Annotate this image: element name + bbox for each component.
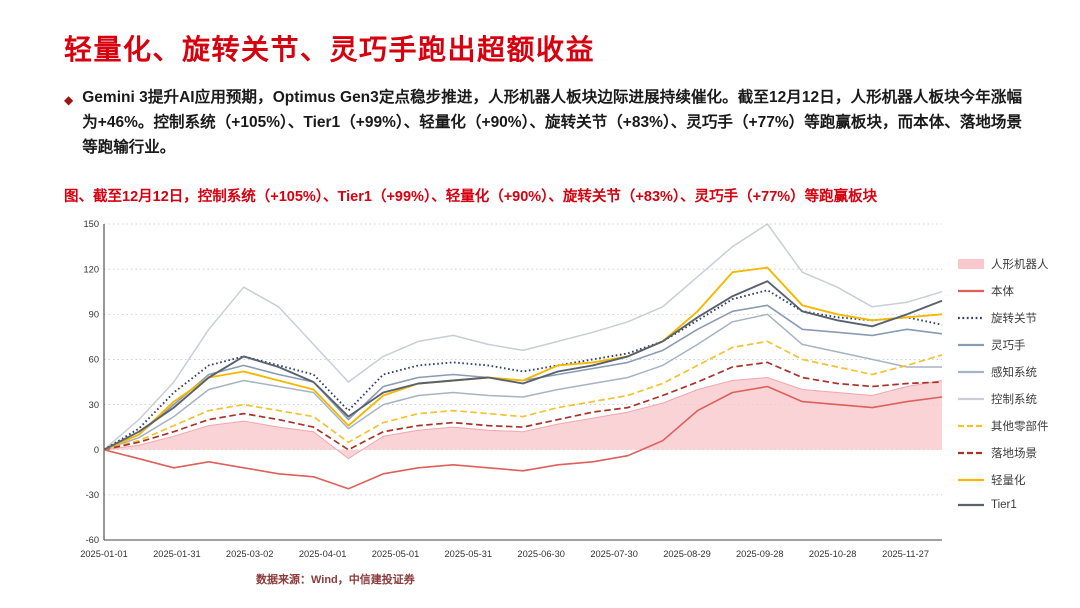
- legend-item-本体: 本体: [958, 283, 1080, 299]
- legend-item-人形机器人: 人形机器人: [958, 256, 1080, 272]
- svg-text:2025-01-31: 2025-01-31: [153, 549, 201, 559]
- line-chart: -60 -30 0 30 60 90 120 150 2025-01-01 2025-01-31 2…: [64, 214, 948, 571]
- legend-label: 感知系统: [991, 366, 1037, 379]
- legend-label: Tier1: [991, 498, 1017, 511]
- legend-area-swatch-icon: [958, 258, 984, 269]
- legend-label: 轻量化: [991, 474, 1026, 487]
- legend-line-swatch-icon: [958, 397, 984, 400]
- chart-area: -60 -30 0 30 60 90 120 150 2025-01-01 2025-01-31 2…: [64, 214, 1048, 571]
- page-title: 轻量化、旋转关节、灵巧手跑出超额收益: [64, 34, 596, 65]
- summary-bullet: ◆ Gemini 3提升AI应用预期，Optimus Gen3定点稳步推进，人形…: [64, 86, 1022, 160]
- legend-item-其他零部件: 其他零部件: [958, 418, 1080, 434]
- svg-text:90: 90: [89, 309, 99, 319]
- legend-label: 控制系统: [991, 393, 1037, 406]
- svg-text:2025-11-27: 2025-11-27: [882, 549, 929, 559]
- svg-text:-60: -60: [86, 535, 99, 545]
- svg-text:60: 60: [89, 354, 99, 364]
- data-source: 数据来源：Wind，中信建投证券: [256, 573, 415, 586]
- legend-label: 本体: [991, 285, 1014, 298]
- svg-text:2025-03-02: 2025-03-02: [226, 549, 274, 559]
- legend-line-swatch-icon: [958, 370, 984, 373]
- legend-line-swatch-icon: [958, 478, 984, 481]
- svg-text:2025-05-01: 2025-05-01: [372, 549, 420, 559]
- legend-label: 落地场景: [991, 447, 1037, 460]
- legend-item-轻量化: 轻量化: [958, 472, 1080, 488]
- svg-text:2025-08-29: 2025-08-29: [663, 549, 711, 559]
- legend-line-swatch-icon: [958, 451, 984, 454]
- svg-text:2025-10-28: 2025-10-28: [809, 549, 857, 559]
- svg-text:2025-09-28: 2025-09-28: [736, 549, 784, 559]
- summary-text: Gemini 3提升AI应用预期，Optimus Gen3定点稳步推进，人形机器…: [82, 89, 1022, 156]
- legend-line-swatch-icon: [958, 289, 984, 292]
- legend-label: 旋转关节: [991, 312, 1037, 325]
- legend-item-灵巧手: 灵巧手: [958, 337, 1080, 353]
- svg-text:0: 0: [94, 444, 99, 454]
- legend-label: 灵巧手: [991, 339, 1026, 352]
- svg-text:2025-04-01: 2025-04-01: [299, 549, 347, 559]
- legend-line-swatch-icon: [958, 503, 984, 506]
- legend-line-swatch-icon: [958, 343, 984, 346]
- legend-line-swatch-icon: [958, 424, 984, 427]
- legend-item-旋转关节: 旋转关节: [958, 310, 1080, 326]
- svg-text:-30: -30: [86, 490, 99, 500]
- legend-label: 人形机器人: [991, 258, 1049, 271]
- svg-text:2025-05-31: 2025-05-31: [445, 549, 493, 559]
- line-chart-svg: -60 -30 0 30 60 90 120 150 2025-01-01 2025-01-31 2…: [80, 219, 943, 559]
- legend-label: 其他零部件: [991, 420, 1049, 433]
- legend-item-控制系统: 控制系统: [958, 391, 1080, 407]
- svg-text:150: 150: [83, 219, 99, 229]
- chart-legend: 人形机器人本体旋转关节灵巧手感知系统控制系统其他零部件落地场景轻量化 Tier1: [948, 214, 1080, 511]
- chart-caption: 图、截至12月12日，控制系统（+105%）、Tier1（+99%）、轻量化（+…: [64, 188, 878, 205]
- legend-line-swatch-icon: [958, 316, 984, 319]
- svg-text:30: 30: [89, 399, 99, 409]
- svg-text:2025-07-30: 2025-07-30: [590, 549, 638, 559]
- legend-item-Tier1: Tier1: [958, 499, 1080, 511]
- svg-text:2025-06-30: 2025-06-30: [517, 549, 565, 559]
- legend-item-落地场景: 落地场景: [958, 445, 1080, 461]
- svg-text:120: 120: [83, 264, 99, 274]
- svg-text:2025-01-01: 2025-01-01: [80, 549, 128, 559]
- legend-item-感知系统: 感知系统: [958, 364, 1080, 380]
- diamond-bullet-icon: ◆: [64, 93, 74, 108]
